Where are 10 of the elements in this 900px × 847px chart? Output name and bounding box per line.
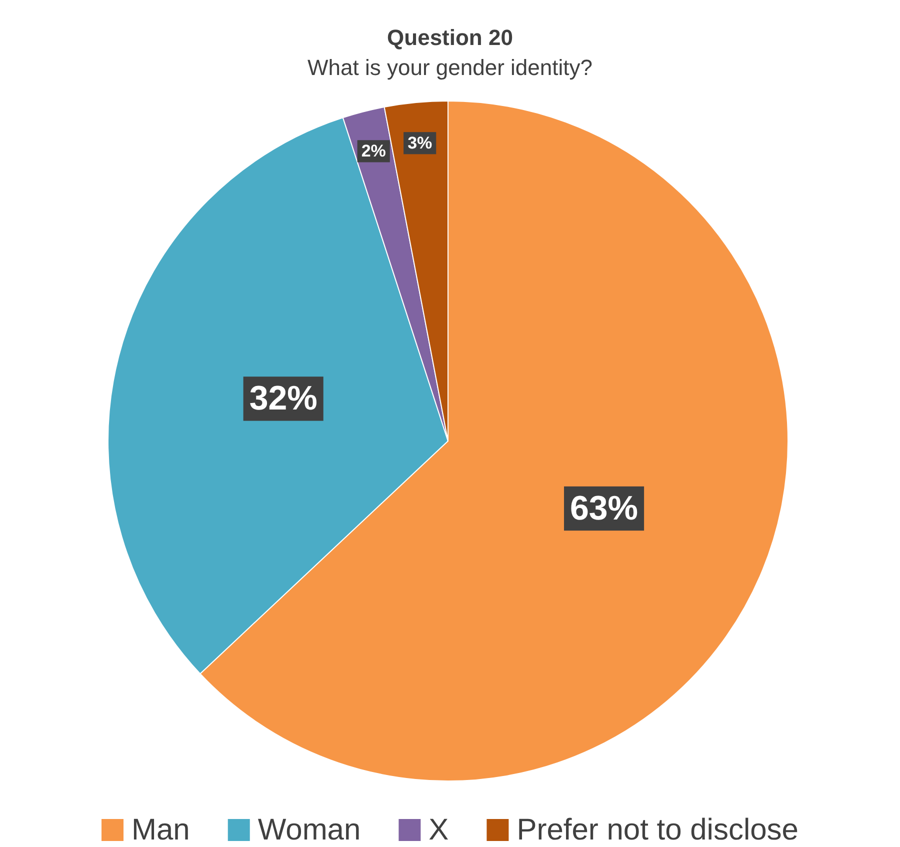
legend-label: Woman xyxy=(258,814,361,846)
data-label: 63% xyxy=(570,490,638,528)
chart-subtitle: What is your gender identity? xyxy=(308,55,592,80)
data-label: 3% xyxy=(408,134,432,153)
data-label: 32% xyxy=(249,380,318,418)
chart-title: Question 20 xyxy=(387,25,513,50)
legend-label: Man xyxy=(132,814,190,846)
legend-label: X xyxy=(428,814,449,846)
legend-label: Prefer not to disclose xyxy=(516,814,798,846)
data-label: 2% xyxy=(361,142,386,161)
